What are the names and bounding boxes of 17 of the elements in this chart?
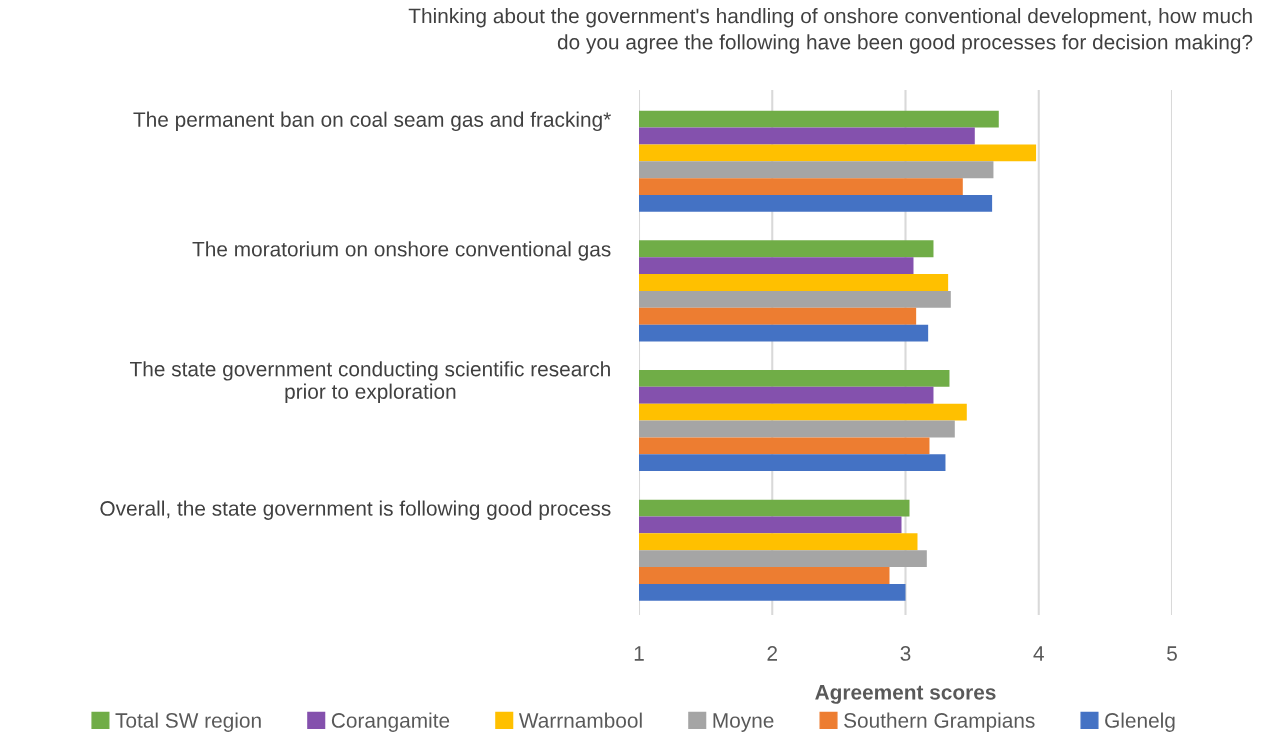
- x-tick-label: 4: [1033, 646, 1044, 661]
- x-tick-label: 3: [900, 646, 911, 661]
- chart-title: Thinking about the government's handling of onshore conventional development, how much do you agree the following have been good processes for decision making?: [408, 8, 1253, 54]
- y-tick-label: The moratorium on onshore conventional gas: [192, 241, 611, 261]
- x-tick-label: 5: [1167, 646, 1177, 661]
- y-tick-label: Overall, the state government is following good process: [100, 500, 611, 520]
- y-tick-label: The state government conducting scientific research prior to exploration: [130, 361, 610, 404]
- legend-label: Warrnambool: [518, 712, 642, 728]
- x-tick-label: 2: [767, 646, 777, 661]
- x-axis-title: Agreement scores: [815, 685, 996, 704]
- y-tick-label: The permanent ban on coal seam gas and fracking*: [133, 111, 611, 132]
- legend-label: Glenelg: [1105, 712, 1175, 732]
- x-tick-label: 1: [634, 646, 644, 661]
- legend-label: Corangamite: [331, 712, 450, 732]
- legend-label: Southern Grampians: [844, 712, 1035, 732]
- legend-label: Total SW region: [115, 712, 261, 732]
- legend-label: Moyne: [713, 713, 774, 732]
